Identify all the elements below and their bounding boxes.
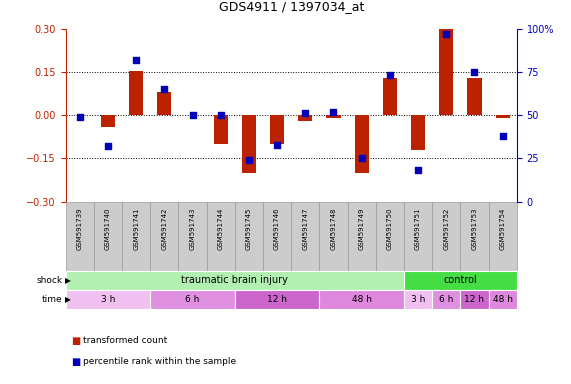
- Text: 3 h: 3 h: [100, 295, 115, 304]
- Text: GSM591739: GSM591739: [77, 207, 83, 250]
- Bar: [404, 271, 517, 290]
- Text: ■: ■: [71, 357, 81, 367]
- Text: shock: shock: [37, 276, 63, 285]
- Bar: [101, 115, 115, 127]
- Text: GSM591740: GSM591740: [105, 207, 111, 250]
- Text: 6 h: 6 h: [439, 295, 453, 304]
- Bar: [235, 290, 319, 309]
- Text: GSM591753: GSM591753: [472, 207, 477, 250]
- Text: 6 h: 6 h: [186, 295, 200, 304]
- Text: GSM591744: GSM591744: [218, 207, 224, 250]
- Bar: [489, 290, 517, 309]
- Text: percentile rank within the sample: percentile rank within the sample: [83, 357, 236, 366]
- Point: [413, 167, 423, 174]
- Point: [75, 114, 85, 120]
- Text: GSM591742: GSM591742: [162, 207, 167, 250]
- Bar: [242, 115, 256, 173]
- Bar: [432, 290, 460, 309]
- Bar: [319, 290, 404, 309]
- Point: [301, 111, 310, 117]
- Bar: [66, 202, 94, 271]
- Bar: [291, 202, 319, 271]
- Point: [329, 109, 338, 115]
- Point: [188, 112, 197, 118]
- Text: 48 h: 48 h: [493, 295, 513, 304]
- Bar: [263, 202, 291, 271]
- Bar: [66, 271, 404, 290]
- Point: [244, 157, 254, 163]
- Bar: [439, 29, 453, 115]
- Bar: [404, 290, 432, 309]
- Bar: [348, 202, 376, 271]
- Text: ▶: ▶: [65, 276, 71, 285]
- Bar: [150, 202, 178, 271]
- Text: traumatic brain injury: traumatic brain injury: [182, 275, 288, 285]
- Bar: [150, 290, 235, 309]
- Bar: [460, 202, 489, 271]
- Text: ■: ■: [71, 336, 81, 346]
- Text: GDS4911 / 1397034_at: GDS4911 / 1397034_at: [219, 0, 364, 13]
- Point: [272, 142, 282, 148]
- Bar: [298, 115, 312, 121]
- Bar: [460, 290, 489, 309]
- Point: [470, 69, 479, 75]
- Bar: [66, 290, 150, 309]
- Text: GSM591748: GSM591748: [331, 207, 336, 250]
- Bar: [376, 202, 404, 271]
- Text: GSM591743: GSM591743: [190, 207, 195, 250]
- Bar: [327, 115, 340, 118]
- Bar: [207, 202, 235, 271]
- Text: GSM591754: GSM591754: [500, 207, 506, 250]
- Text: 12 h: 12 h: [267, 295, 287, 304]
- Text: 3 h: 3 h: [411, 295, 425, 304]
- Text: time: time: [42, 295, 63, 304]
- Text: ▶: ▶: [65, 295, 71, 304]
- Bar: [122, 202, 150, 271]
- Bar: [235, 202, 263, 271]
- Text: GSM591747: GSM591747: [302, 207, 308, 250]
- Text: GSM591741: GSM591741: [133, 207, 139, 250]
- Text: 48 h: 48 h: [352, 295, 372, 304]
- Bar: [319, 202, 348, 271]
- Text: GSM591752: GSM591752: [443, 207, 449, 250]
- Text: GSM591750: GSM591750: [387, 207, 393, 250]
- Text: GSM591749: GSM591749: [359, 207, 365, 250]
- Bar: [129, 71, 143, 115]
- Bar: [214, 115, 228, 144]
- Point: [160, 86, 169, 92]
- Point: [357, 156, 366, 162]
- Point: [216, 112, 226, 118]
- Text: 12 h: 12 h: [464, 295, 484, 304]
- Text: GSM591745: GSM591745: [246, 207, 252, 250]
- Bar: [432, 202, 460, 271]
- Bar: [411, 115, 425, 150]
- Text: transformed count: transformed count: [83, 336, 167, 345]
- Point: [103, 143, 112, 149]
- Bar: [157, 92, 171, 115]
- Bar: [355, 115, 369, 173]
- Bar: [468, 78, 481, 115]
- Bar: [383, 78, 397, 115]
- Text: GSM591751: GSM591751: [415, 207, 421, 250]
- Point: [131, 57, 140, 63]
- Bar: [496, 115, 510, 118]
- Point: [498, 133, 507, 139]
- Text: control: control: [444, 275, 477, 285]
- Bar: [178, 202, 207, 271]
- Point: [385, 72, 395, 78]
- Bar: [404, 202, 432, 271]
- Bar: [489, 202, 517, 271]
- Point: [442, 31, 451, 37]
- Text: GSM591746: GSM591746: [274, 207, 280, 250]
- Bar: [94, 202, 122, 271]
- Bar: [270, 115, 284, 144]
